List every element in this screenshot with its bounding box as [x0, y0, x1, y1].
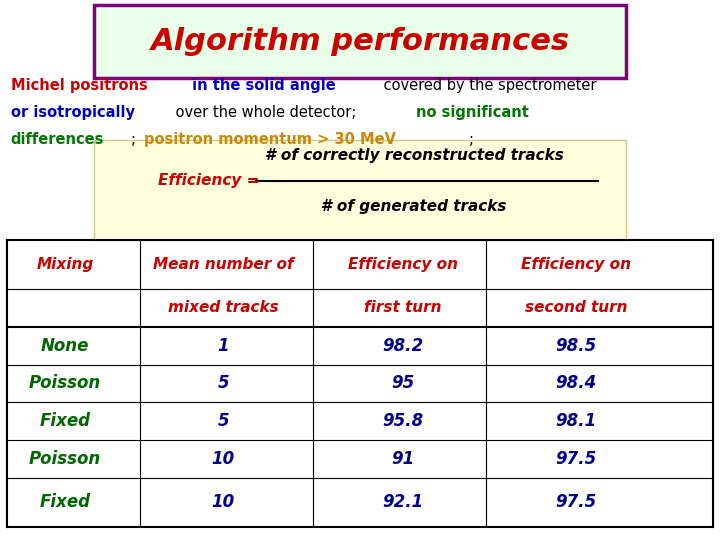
Text: 98.5: 98.5 [555, 336, 597, 355]
Text: no significant: no significant [416, 105, 528, 120]
Text: 5: 5 [217, 412, 229, 430]
Text: second turn: second turn [525, 300, 627, 315]
Text: in the solid angle: in the solid angle [187, 78, 336, 93]
FancyBboxPatch shape [94, 140, 626, 240]
Text: Efficiency on: Efficiency on [521, 257, 631, 272]
Text: 98.2: 98.2 [382, 336, 424, 355]
Text: Mixing: Mixing [36, 257, 94, 272]
Text: 95.8: 95.8 [382, 412, 424, 430]
Text: or isotropically: or isotropically [11, 105, 135, 120]
Text: 10: 10 [212, 450, 235, 468]
Text: 1: 1 [217, 336, 229, 355]
Text: ;: ; [469, 132, 474, 147]
Text: 97.5: 97.5 [555, 493, 597, 511]
Text: ;: ; [131, 132, 141, 147]
Text: # of correctly reconstructed tracks: # of correctly reconstructed tracks [264, 148, 564, 163]
Text: 98.4: 98.4 [555, 374, 597, 393]
Text: Algorithm performances: Algorithm performances [150, 27, 570, 56]
Text: None: None [40, 336, 89, 355]
Text: Fixed: Fixed [40, 412, 90, 430]
Text: positron momentum > 30 MeV: positron momentum > 30 MeV [144, 132, 396, 147]
FancyBboxPatch shape [94, 5, 626, 78]
Text: Efficiency on: Efficiency on [348, 257, 458, 272]
Text: over the whole detector;: over the whole detector; [171, 105, 361, 120]
Text: 91: 91 [392, 450, 415, 468]
Text: 10: 10 [212, 493, 235, 511]
Text: Poisson: Poisson [29, 450, 101, 468]
Text: 92.1: 92.1 [382, 493, 424, 511]
Text: differences: differences [11, 132, 104, 147]
Text: covered by the spectrometer: covered by the spectrometer [379, 78, 597, 93]
Text: Michel positrons: Michel positrons [11, 78, 148, 93]
Text: 98.1: 98.1 [555, 412, 597, 430]
Text: 95: 95 [392, 374, 415, 393]
Text: Mean number of: Mean number of [153, 257, 294, 272]
Text: Fixed: Fixed [40, 493, 90, 511]
Text: 97.5: 97.5 [555, 450, 597, 468]
Text: mixed tracks: mixed tracks [168, 300, 279, 315]
Text: first turn: first turn [364, 300, 442, 315]
Text: # of generated tracks: # of generated tracks [321, 199, 507, 214]
Text: Efficiency =: Efficiency = [158, 173, 260, 188]
Text: Poisson: Poisson [29, 374, 101, 393]
Text: 5: 5 [217, 374, 229, 393]
